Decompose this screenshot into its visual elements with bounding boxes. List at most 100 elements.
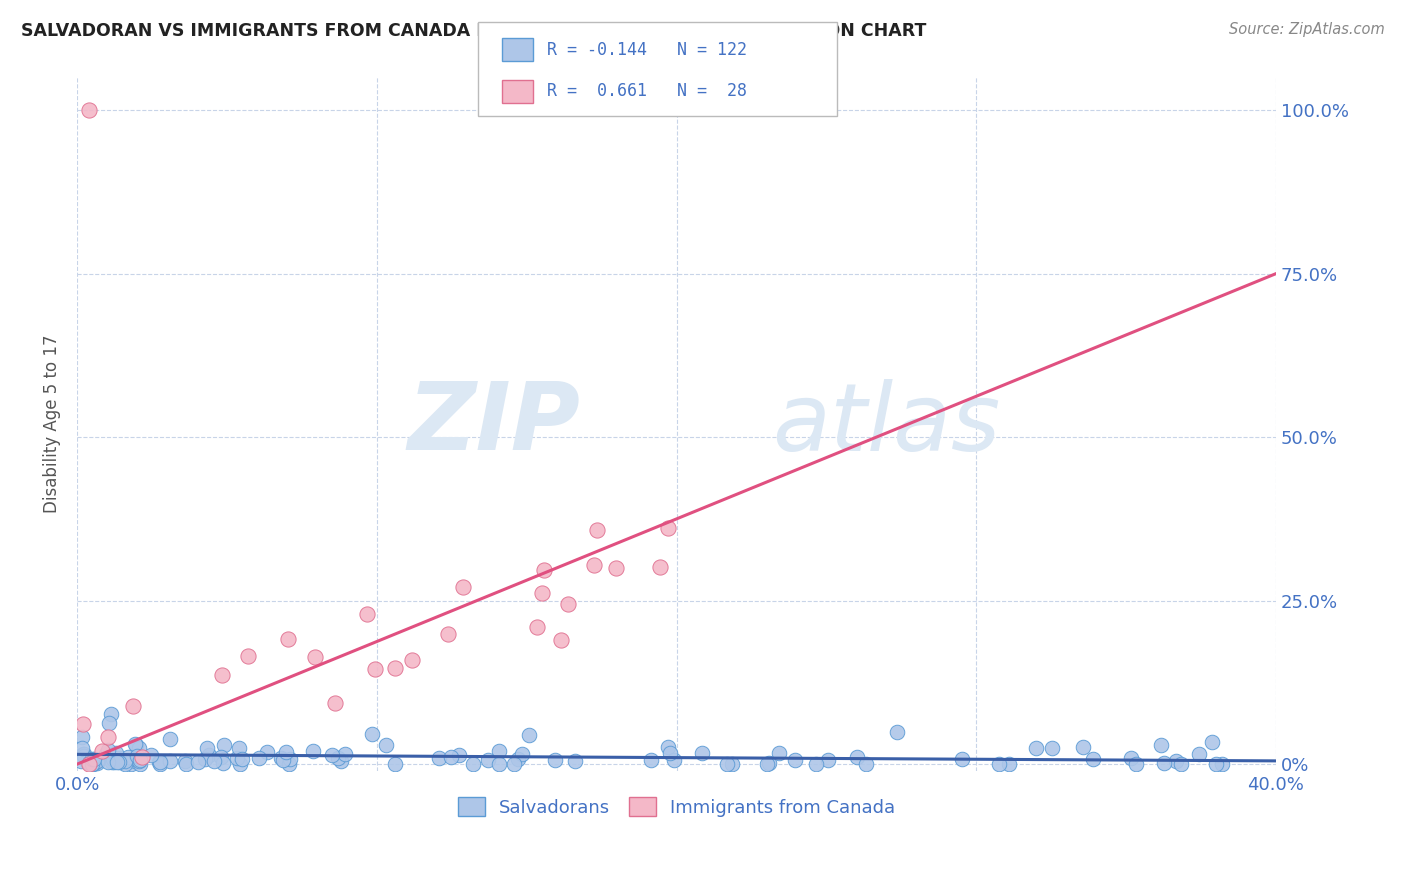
Point [447,747,470,762]
Point [583,558,606,573]
Point [531,586,554,600]
Point [83,752,105,766]
Point [657,740,679,755]
Point [72,740,94,755]
Point [1025,740,1047,755]
Point [586,524,609,538]
Point [886,725,908,739]
Point [1205,757,1227,772]
Point [114,757,136,772]
Point [557,597,579,611]
Point [114,754,136,768]
Point [187,756,209,770]
Point [104,747,127,761]
Point [502,757,524,772]
Point [198,748,221,763]
Point [100,707,122,722]
Point [194,752,217,766]
Text: atlas: atlas [772,378,1001,469]
Text: SALVADORAN VS IMMIGRANTS FROM CANADA DISABILITY AGE 5 TO 17 CORRELATION CHART: SALVADORAN VS IMMIGRANTS FROM CANADA DIS… [21,22,927,40]
Point [159,754,181,768]
Point [533,564,555,578]
Point [277,632,299,646]
Point [209,750,232,764]
Point [657,521,679,535]
Point [212,738,235,752]
Point [212,756,235,770]
Point [90,744,112,758]
Point [100,755,122,769]
Point [605,561,627,575]
Point [195,740,218,755]
Point [226,750,249,764]
Text: ZIP: ZIP [408,378,581,470]
Point [526,620,548,634]
Point [817,753,839,767]
Point [364,662,387,676]
Point [122,699,145,714]
Point [488,744,510,758]
Point [247,751,270,765]
Point [77,756,100,771]
Point [86,754,108,768]
Point [107,750,129,764]
Point [97,755,120,769]
Point [384,757,406,772]
Point [97,743,120,757]
Point [278,751,301,765]
Point [120,757,142,772]
Point [82,756,104,771]
Text: Source: ZipAtlas.com: Source: ZipAtlas.com [1229,22,1385,37]
Point [758,756,780,771]
Point [276,745,298,759]
Point [544,753,567,767]
Point [664,753,686,767]
Point [1073,739,1095,754]
Point [129,756,152,771]
Point [333,747,356,761]
Point [436,627,458,641]
Point [76,755,98,769]
Point [117,750,139,764]
Point [128,755,150,769]
Point [329,754,352,768]
Point [950,752,973,766]
Point [461,757,484,772]
Point [82,752,104,766]
Point [659,746,682,760]
Point [440,750,463,764]
Point [94,747,117,762]
Point [1211,757,1233,772]
Point [1201,735,1223,749]
Point [256,746,278,760]
Point [97,730,120,744]
Point [103,755,125,769]
Point [270,751,292,765]
Point [238,649,260,664]
Point [304,649,326,664]
Point [83,756,105,770]
Point [211,668,233,682]
Point [321,748,343,763]
Point [97,716,120,731]
Point [80,756,103,771]
Point [768,746,790,760]
Point [648,559,671,574]
Point [510,747,533,761]
Point [141,747,163,762]
Point [70,754,93,768]
Point [73,747,96,761]
Point [564,754,586,768]
Point [1125,757,1147,772]
Point [640,754,662,768]
Point [716,757,738,772]
Point [107,756,129,770]
Point [79,757,101,772]
Point [278,756,301,771]
Point [1040,740,1063,755]
Point [1164,754,1187,768]
Point [174,757,197,772]
Point [125,739,148,753]
Point [374,738,396,752]
Point [149,755,172,769]
